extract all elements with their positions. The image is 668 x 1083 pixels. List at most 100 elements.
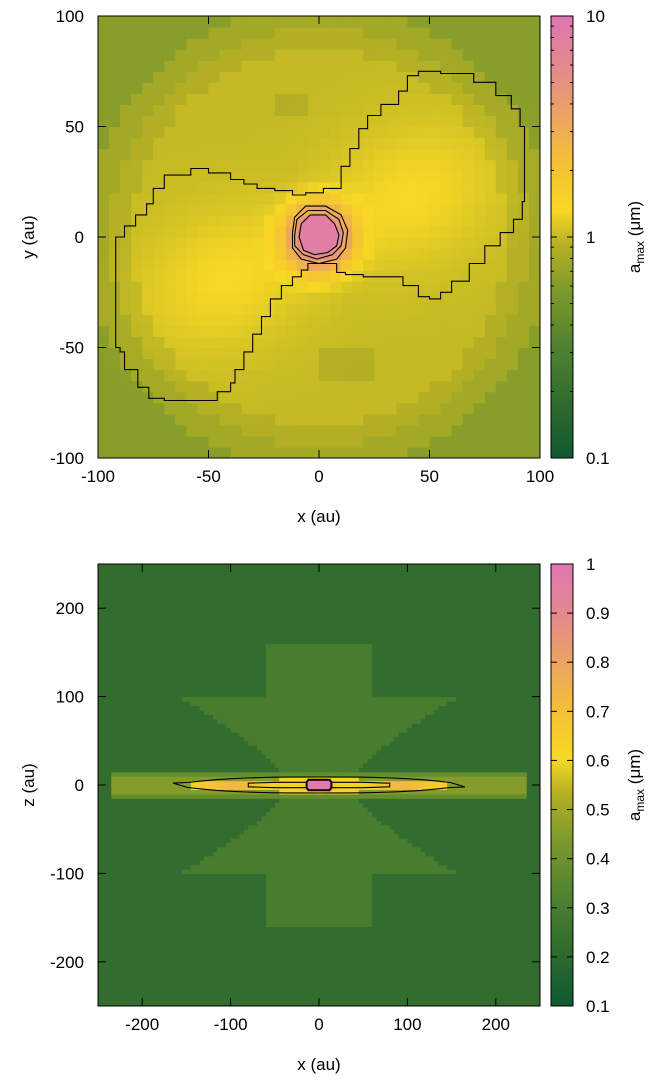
heatmap-xy-cell-994 <box>363 71 375 83</box>
heatmap-xz-cell-1372 <box>155 683 161 689</box>
heatmap-xy-cell-1501 <box>506 214 519 227</box>
heatmap-xz-cell-2829 <box>221 873 227 879</box>
heatmap-xy-cell-214 <box>153 292 165 304</box>
heatmap-xz-cell-963 <box>137 723 143 729</box>
heatmap-xz-cell-1803 <box>177 988 183 994</box>
heatmap-xz-cell-3292 <box>239 594 245 600</box>
heatmap-xz-cell-798 <box>128 568 134 574</box>
heatmap-xz-cell-1322 <box>155 904 161 910</box>
heatmap-xz-cell-2603 <box>212 988 218 994</box>
heatmap-xz-cell-2068 <box>186 701 192 707</box>
heatmap-xz-cell-3263 <box>239 723 245 729</box>
heatmap-xz-cell-3158 <box>235 745 241 751</box>
colorbar-label-xy: amax (μm) <box>625 201 647 273</box>
heatmap-xy-cell-852 <box>330 314 342 326</box>
heatmap-xy-cell-105 <box>120 170 132 183</box>
heatmap-xz-cell-2583 <box>208 634 214 640</box>
heatmap-xz-cell-1930 <box>181 868 187 874</box>
heatmap-xz-cell-3001 <box>230 997 236 1003</box>
heatmap-xz-cell-1796 <box>173 577 179 583</box>
heatmap-xy-cell-538 <box>241 248 254 260</box>
heatmap-xy-cell-299 <box>175 237 187 249</box>
heatmap-xz-cell-159 <box>102 740 108 746</box>
heatmap-xy-cell-533 <box>241 303 254 315</box>
heatmap-xz-cell-809 <box>133 961 139 967</box>
heatmap-xz-cell-2575 <box>208 670 214 676</box>
heatmap-xz-cell-1280 <box>151 647 157 653</box>
heatmap-xy-cell-165 <box>142 391 154 404</box>
heatmap-xy-cell-883 <box>341 413 353 426</box>
heatmap-xz-cell-178 <box>102 656 108 662</box>
heatmap-xz-cell-2120 <box>190 913 196 919</box>
heatmap-xz-cell-2050 <box>186 780 192 786</box>
heatmap-xz-cell-2989 <box>226 608 232 614</box>
heatmap-xy-cell-63 <box>109 192 121 205</box>
heatmap-xz-cell-2114 <box>190 939 196 945</box>
heatmap-xz-cell-2868 <box>221 701 227 707</box>
heatmap-xz-cell-3103 <box>235 988 241 994</box>
heatmap-xz-cell-978 <box>137 656 143 662</box>
heatmap-xz-cell-1591 <box>164 599 170 605</box>
heatmap-xz-cell-122 <box>102 904 108 910</box>
heatmap-xz-cell-2474 <box>204 674 210 680</box>
heatmap-xz-cell-339 <box>111 829 117 835</box>
heatmap-xz-cell-1014 <box>142 939 148 945</box>
heatmap-xy-cell-257 <box>164 259 176 271</box>
heatmap-xy-cell-596 <box>252 49 265 61</box>
heatmap-xy-cell-881 <box>341 435 353 448</box>
heatmap-xz-cell-455 <box>115 758 121 764</box>
heatmap-xz-cell-2591 <box>208 599 214 605</box>
heatmap-xz-cell-1251 <box>151 776 157 782</box>
heatmap-xy-cell-1072 <box>385 93 397 105</box>
heatmap-xz-cell-1983 <box>181 634 187 640</box>
heatmap-xz-cell-2201 <box>195 997 201 1003</box>
heatmap-xy-cell-367 <box>197 369 210 382</box>
heatmap-xy-cell-556 <box>241 49 254 61</box>
heatmap-xz-cell-75 <box>98 670 104 676</box>
heatmap-xz-cell-2797 <box>217 572 223 578</box>
heatmap-xy-cell-1312 <box>451 93 464 105</box>
heatmap-xz-cell-2954 <box>226 762 232 768</box>
heatmap-xy-cell-941 <box>352 214 364 227</box>
heatmap-xz-cell-2752 <box>217 771 223 777</box>
heatmap-xz-cell-2108 <box>190 966 196 972</box>
heatmap-xy-cell-1037 <box>374 38 386 50</box>
heatmap-xy-cell-1095 <box>396 281 408 293</box>
heatmap-xz-cell-1643 <box>168 811 174 817</box>
heatmap-xz-cell-1953 <box>181 767 187 773</box>
heatmap-xz-cell-2030 <box>186 868 192 874</box>
heatmap-xz-cell-2983 <box>226 634 232 640</box>
heatmap-xy-cell-1313 <box>451 82 464 94</box>
heatmap-xz-cell-1058 <box>142 745 148 751</box>
heatmap-xz-cell-2424 <box>204 895 210 901</box>
heatmap-xz-cell-2712 <box>217 948 223 954</box>
heatmap-xz-cell-1835 <box>177 846 183 852</box>
heatmap-xz-cell-3224 <box>239 895 245 901</box>
heatmap-xz-cell-1426 <box>159 886 165 892</box>
heatmap-xy-cell-976 <box>363 270 375 282</box>
heatmap-xz-cell-1779 <box>173 652 179 658</box>
heatmap-xz-cell-580 <box>120 647 126 653</box>
heatmap-xz-cell-995 <box>137 581 143 587</box>
heatmap-xy-cell-67 <box>109 148 121 161</box>
heatmap-xy-cell-814 <box>319 292 331 304</box>
heatmap-xz-cell-1964 <box>181 718 187 724</box>
heatmap-xz-cell-2638 <box>212 833 218 839</box>
heatmap-xz-cell-867 <box>133 705 139 711</box>
heatmap-xz-cell-938 <box>137 833 143 839</box>
heatmap-xy-cell-622 <box>263 203 276 216</box>
heatmap-xz-cell-2519 <box>208 917 214 923</box>
heatmap-xz-cell-336 <box>111 842 117 848</box>
heatmap-xy-cell-838 <box>319 27 331 39</box>
heatmap-xy-cell-997 <box>363 38 375 50</box>
heatmap-xz-cell-14 <box>98 939 104 945</box>
heatmap-xz-cell-168 <box>102 701 108 707</box>
heatmap-xz-cell-2279 <box>195 652 201 658</box>
heatmap-xz-cell-1942 <box>181 815 187 821</box>
heatmap-xz-cell-119 <box>102 917 108 923</box>
contours-xy <box>115 70 526 402</box>
heatmap-xy-cell-289 <box>175 347 187 360</box>
heatmap-xy-cell-1223 <box>429 192 442 205</box>
heatmap-xz-cell-2552 <box>208 771 214 777</box>
heatmap-xy-cell-644 <box>274 402 287 415</box>
